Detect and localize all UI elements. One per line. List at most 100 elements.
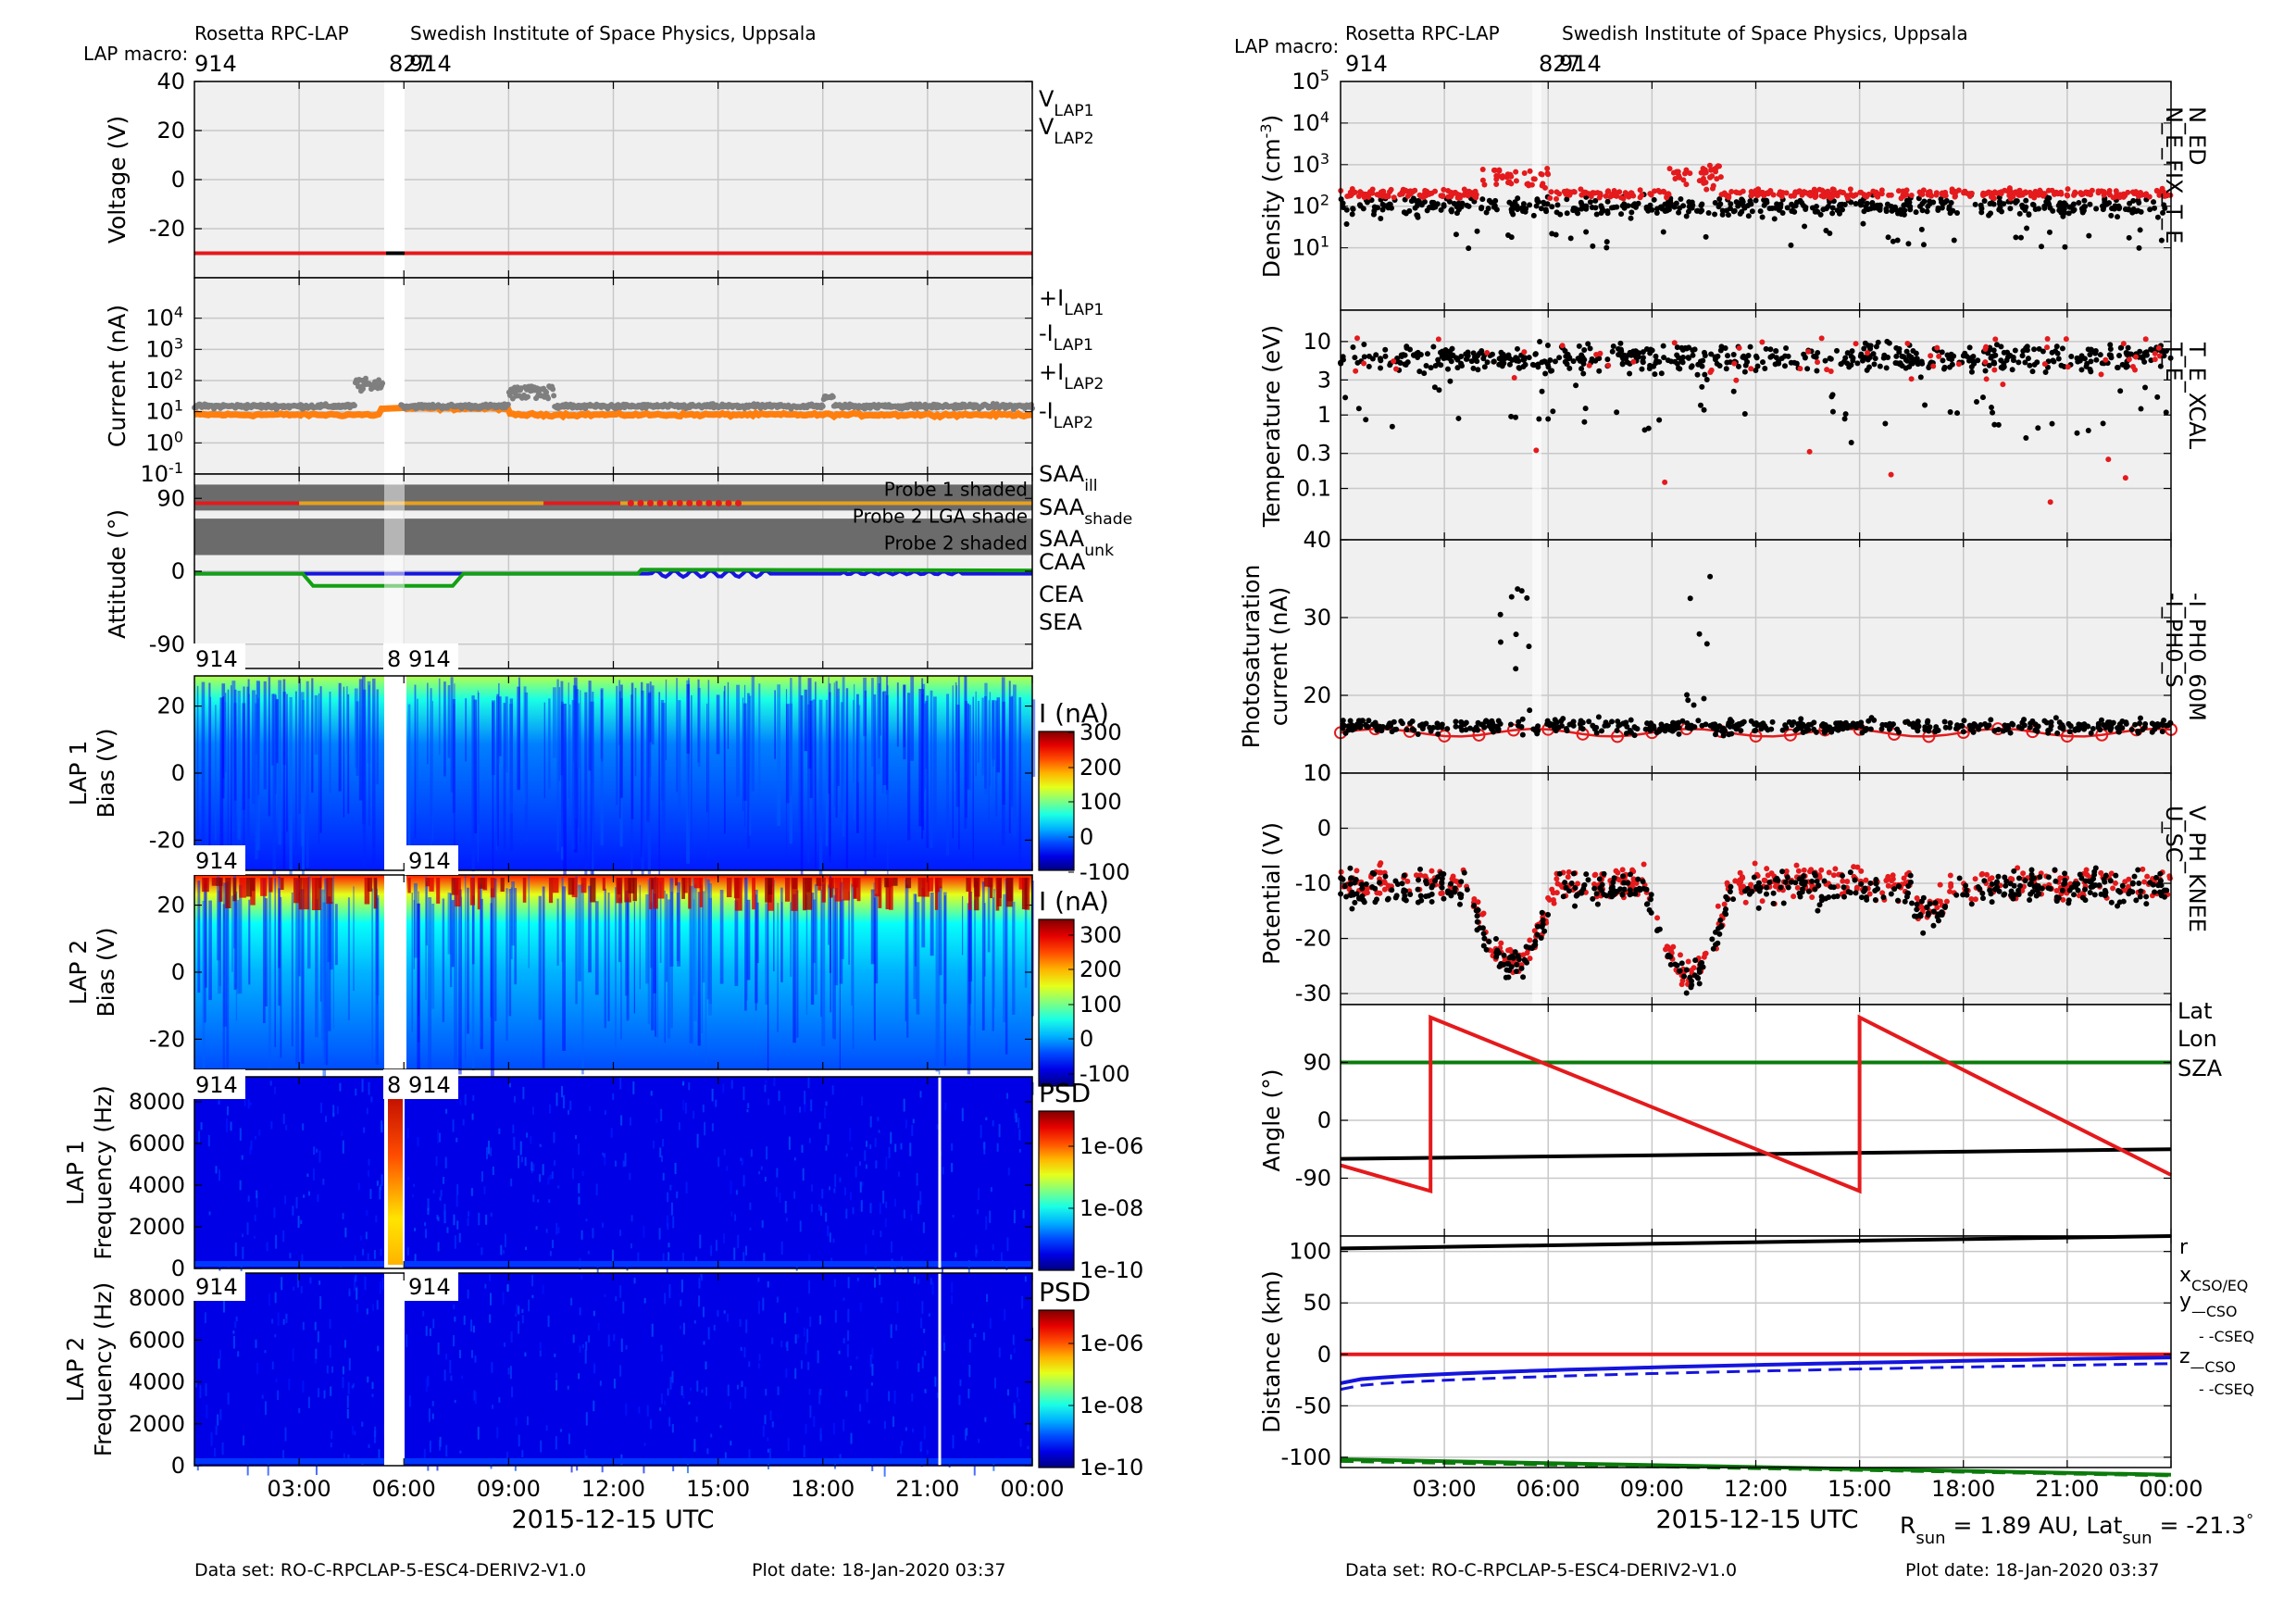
lap1freq-noise-cell: [877, 1117, 880, 1121]
lap2freq-noise-cell: [585, 1455, 588, 1459]
density-point: [1953, 210, 1960, 217]
lap1freq-noise-cell: [874, 1264, 877, 1271]
density-point: [1703, 169, 1709, 176]
lap1freq-noise-cell: [624, 1153, 627, 1167]
lap2bias-hot-stripe: [935, 878, 939, 893]
lap1freq-noise-cell: [619, 1077, 622, 1090]
lap2bias-hot-stripe: [983, 878, 991, 887]
temperature-point: [2023, 434, 2029, 441]
lap2freq-noise-cell: [803, 1444, 805, 1457]
lap1freq-noise-cell: [990, 1187, 992, 1193]
lap2bias-stripe: [939, 886, 942, 976]
density-point: [1677, 205, 1683, 211]
lap2freq-noise-cell: [516, 1304, 518, 1314]
temperature-point: [1576, 343, 1582, 349]
density-point: [1815, 208, 1821, 215]
lap1bias-stripe: [660, 699, 665, 801]
temperature-point: [1702, 371, 1708, 378]
temperature-point: [1559, 343, 1566, 349]
lap2bias-hot-stripe: [251, 878, 256, 892]
lap1freq-noise-cell: [747, 1103, 750, 1108]
lap2freq-gap: [384, 1273, 405, 1466]
photosat-point: [2123, 720, 2129, 727]
density-point: [1853, 200, 1859, 206]
lap2freq-noise-cell: [808, 1280, 811, 1294]
lap1bias-stripe: [853, 700, 855, 782]
temperature-point: [1864, 367, 1870, 373]
density-point: [1368, 189, 1375, 195]
lap1bias-stripe: [543, 702, 546, 798]
legend-att-1: SAAshade: [1039, 494, 1132, 529]
density-point: [1940, 192, 1947, 198]
lap1freq-noise-cell: [542, 1164, 544, 1176]
temperature-point: [1441, 356, 1447, 362]
lap1freq-noise-cell: [684, 1102, 687, 1114]
lap2bias-stripe: [792, 893, 796, 1043]
density-point: [1820, 193, 1827, 199]
lap1bias-ylabel: Bias (V): [93, 729, 119, 818]
photosat-point: [1519, 731, 1526, 738]
lap2freq-noise-cell: [502, 1292, 505, 1305]
lap2bias-hot-stripe: [225, 878, 231, 909]
lap1bias-stripe: [600, 688, 604, 846]
lap2freq-noise-cell: [729, 1401, 731, 1409]
lap2bias-stripe: [665, 893, 668, 982]
lap2bias-hot-stripe: [478, 878, 486, 889]
density-point: [1548, 189, 1554, 195]
density-point: [1483, 209, 1490, 216]
density-point: [1823, 228, 1829, 234]
lap2bias-macro-left-box: [192, 845, 245, 875]
density-point: [1356, 202, 1363, 208]
lap1freq-noise-cell: [778, 1090, 780, 1102]
lap2freq-noise-cell: [580, 1275, 583, 1280]
density-point: [1611, 204, 1617, 210]
lap2freq-noise-cell: [368, 1443, 370, 1449]
lap2bias-stripe: [677, 881, 681, 967]
lap1freq-noise-cell: [601, 1222, 604, 1228]
lap1bias-stripe: [676, 677, 678, 793]
lap1freq-noise-cell: [207, 1134, 210, 1147]
lap1freq-noise-cell: [764, 1177, 767, 1181]
temperature-point: [2152, 350, 2158, 356]
lap2bias-stripe: [1012, 901, 1016, 1016]
lap1freq-noise-cell: [454, 1235, 456, 1249]
lap2freq-noise-cell: [445, 1444, 448, 1457]
lap2bias-cbar-label: I (nA): [1039, 886, 1109, 917]
temperature-point: [1936, 353, 1942, 359]
lap2bias-hot-stripe: [280, 878, 284, 891]
temperature-point: [1529, 361, 1536, 368]
lap2bias-ylabel: LAP 2: [65, 940, 92, 1006]
temperature-point: [2025, 356, 2031, 362]
density-point: [1905, 202, 1912, 208]
right-left-title: Rosetta RPC-LAP: [1345, 22, 1500, 44]
lap1freq-noise-cell: [666, 1215, 668, 1228]
temperature-point: [1694, 371, 1701, 378]
temperature-point: [1915, 361, 1921, 368]
density-point: [1925, 203, 1931, 209]
lap1bias-stripe: [641, 690, 644, 882]
lap2freq-noise-cell: [672, 1465, 675, 1472]
lap1bias-heat: [194, 676, 1032, 870]
lap1freq-noise-cell: [808, 1138, 811, 1143]
photosat-point: [1497, 639, 1504, 645]
temperature-point: [1447, 378, 1454, 384]
lap1freq-noise-cell: [919, 1091, 922, 1098]
lap2bias-stripe: [993, 888, 995, 1008]
lap2freq-noise-cell: [427, 1375, 430, 1387]
lap1freq-noise-cell: [773, 1077, 776, 1087]
lap2freq-noise-cell: [581, 1343, 584, 1349]
temperature-point: [2137, 348, 2143, 355]
lap2freq-noise-cell: [710, 1433, 713, 1438]
lap2freq-noise-cell: [701, 1389, 704, 1393]
temperature-point: [1484, 349, 1491, 356]
density-point: [2136, 244, 2142, 251]
legend-current-0: +ILAP1: [1039, 285, 1104, 319]
lap2bias-stripe: [697, 892, 701, 1046]
saa-ill-point: [725, 500, 732, 506]
temperature-point: [1991, 367, 1998, 373]
temperature-point: [2009, 367, 2015, 373]
lap2bias-hot-stripe: [548, 878, 554, 904]
lap2freq-noise-cell: [705, 1387, 708, 1396]
density-point: [2054, 191, 2061, 197]
temperature-point: [1582, 406, 1589, 412]
